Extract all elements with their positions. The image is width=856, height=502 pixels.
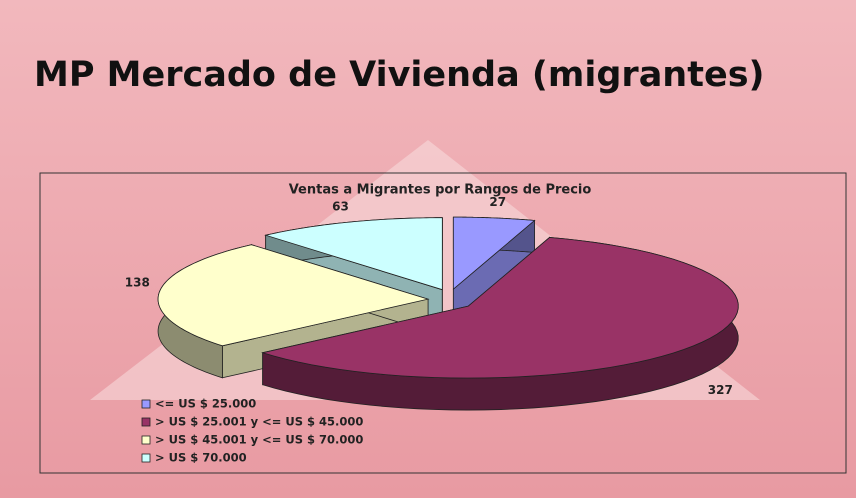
data-label: 138 [125,276,150,290]
slice [157,244,430,347]
chart-title: Ventas a Migrantes por Rangos de Precio [289,183,592,198]
legend-label: > US $ 45.001 y <= US $ 70.000 [155,433,363,447]
legend-swatch [141,417,151,427]
legend-label: <= US $ 25.000 [155,397,256,411]
legend-swatch [141,435,151,445]
slice [261,237,739,379]
data-label: 327 [708,383,733,397]
data-label: 27 [489,195,506,209]
slide-title: MP Mercado de Vivienda (migrantes) [34,55,765,95]
legend: <= US $ 25.000 > US $ 25.001 y <= US $ 45… [141,397,363,465]
chart-frame [39,172,847,474]
legend-swatch [141,399,151,409]
legend-swatch [141,453,151,463]
slice [452,216,536,290]
legend-label: > US $ 25.001 y <= US $ 45.000 [155,415,363,429]
slice [264,217,443,291]
data-label: 63 [332,199,349,213]
pie: 27 327 138 63 [125,195,739,411]
legend-label: > US $ 70.000 [155,451,247,465]
